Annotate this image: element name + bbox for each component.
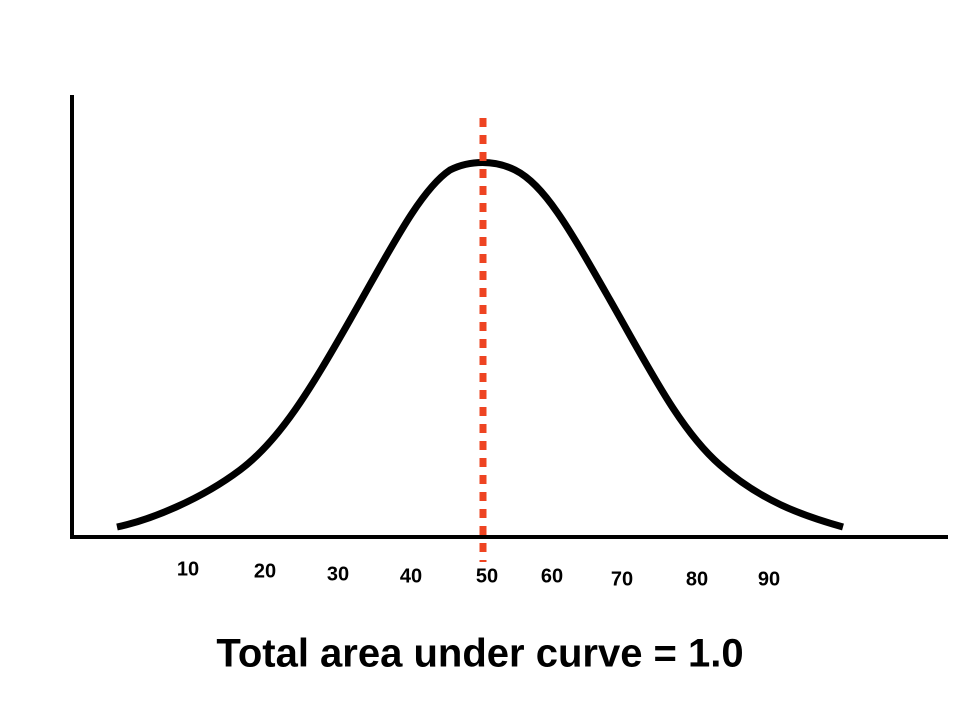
axis-label: 70 bbox=[611, 568, 633, 590]
axis-label: 20 bbox=[254, 560, 276, 582]
axis-label: 80 bbox=[686, 568, 708, 590]
axis-label: 60 bbox=[541, 565, 563, 587]
caption: Total area under curve = 1.0 bbox=[216, 632, 743, 676]
axis-label: 40 bbox=[400, 565, 422, 587]
axis-label: 30 bbox=[327, 563, 349, 585]
axis-label: 90 bbox=[758, 568, 780, 590]
axis-label: 50 bbox=[476, 565, 498, 587]
axis-label: 10 bbox=[177, 558, 199, 580]
normal-curve bbox=[116, 159, 844, 531]
